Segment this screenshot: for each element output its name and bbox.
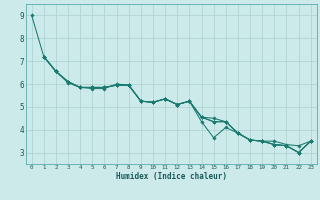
X-axis label: Humidex (Indice chaleur): Humidex (Indice chaleur) [116,172,227,181]
